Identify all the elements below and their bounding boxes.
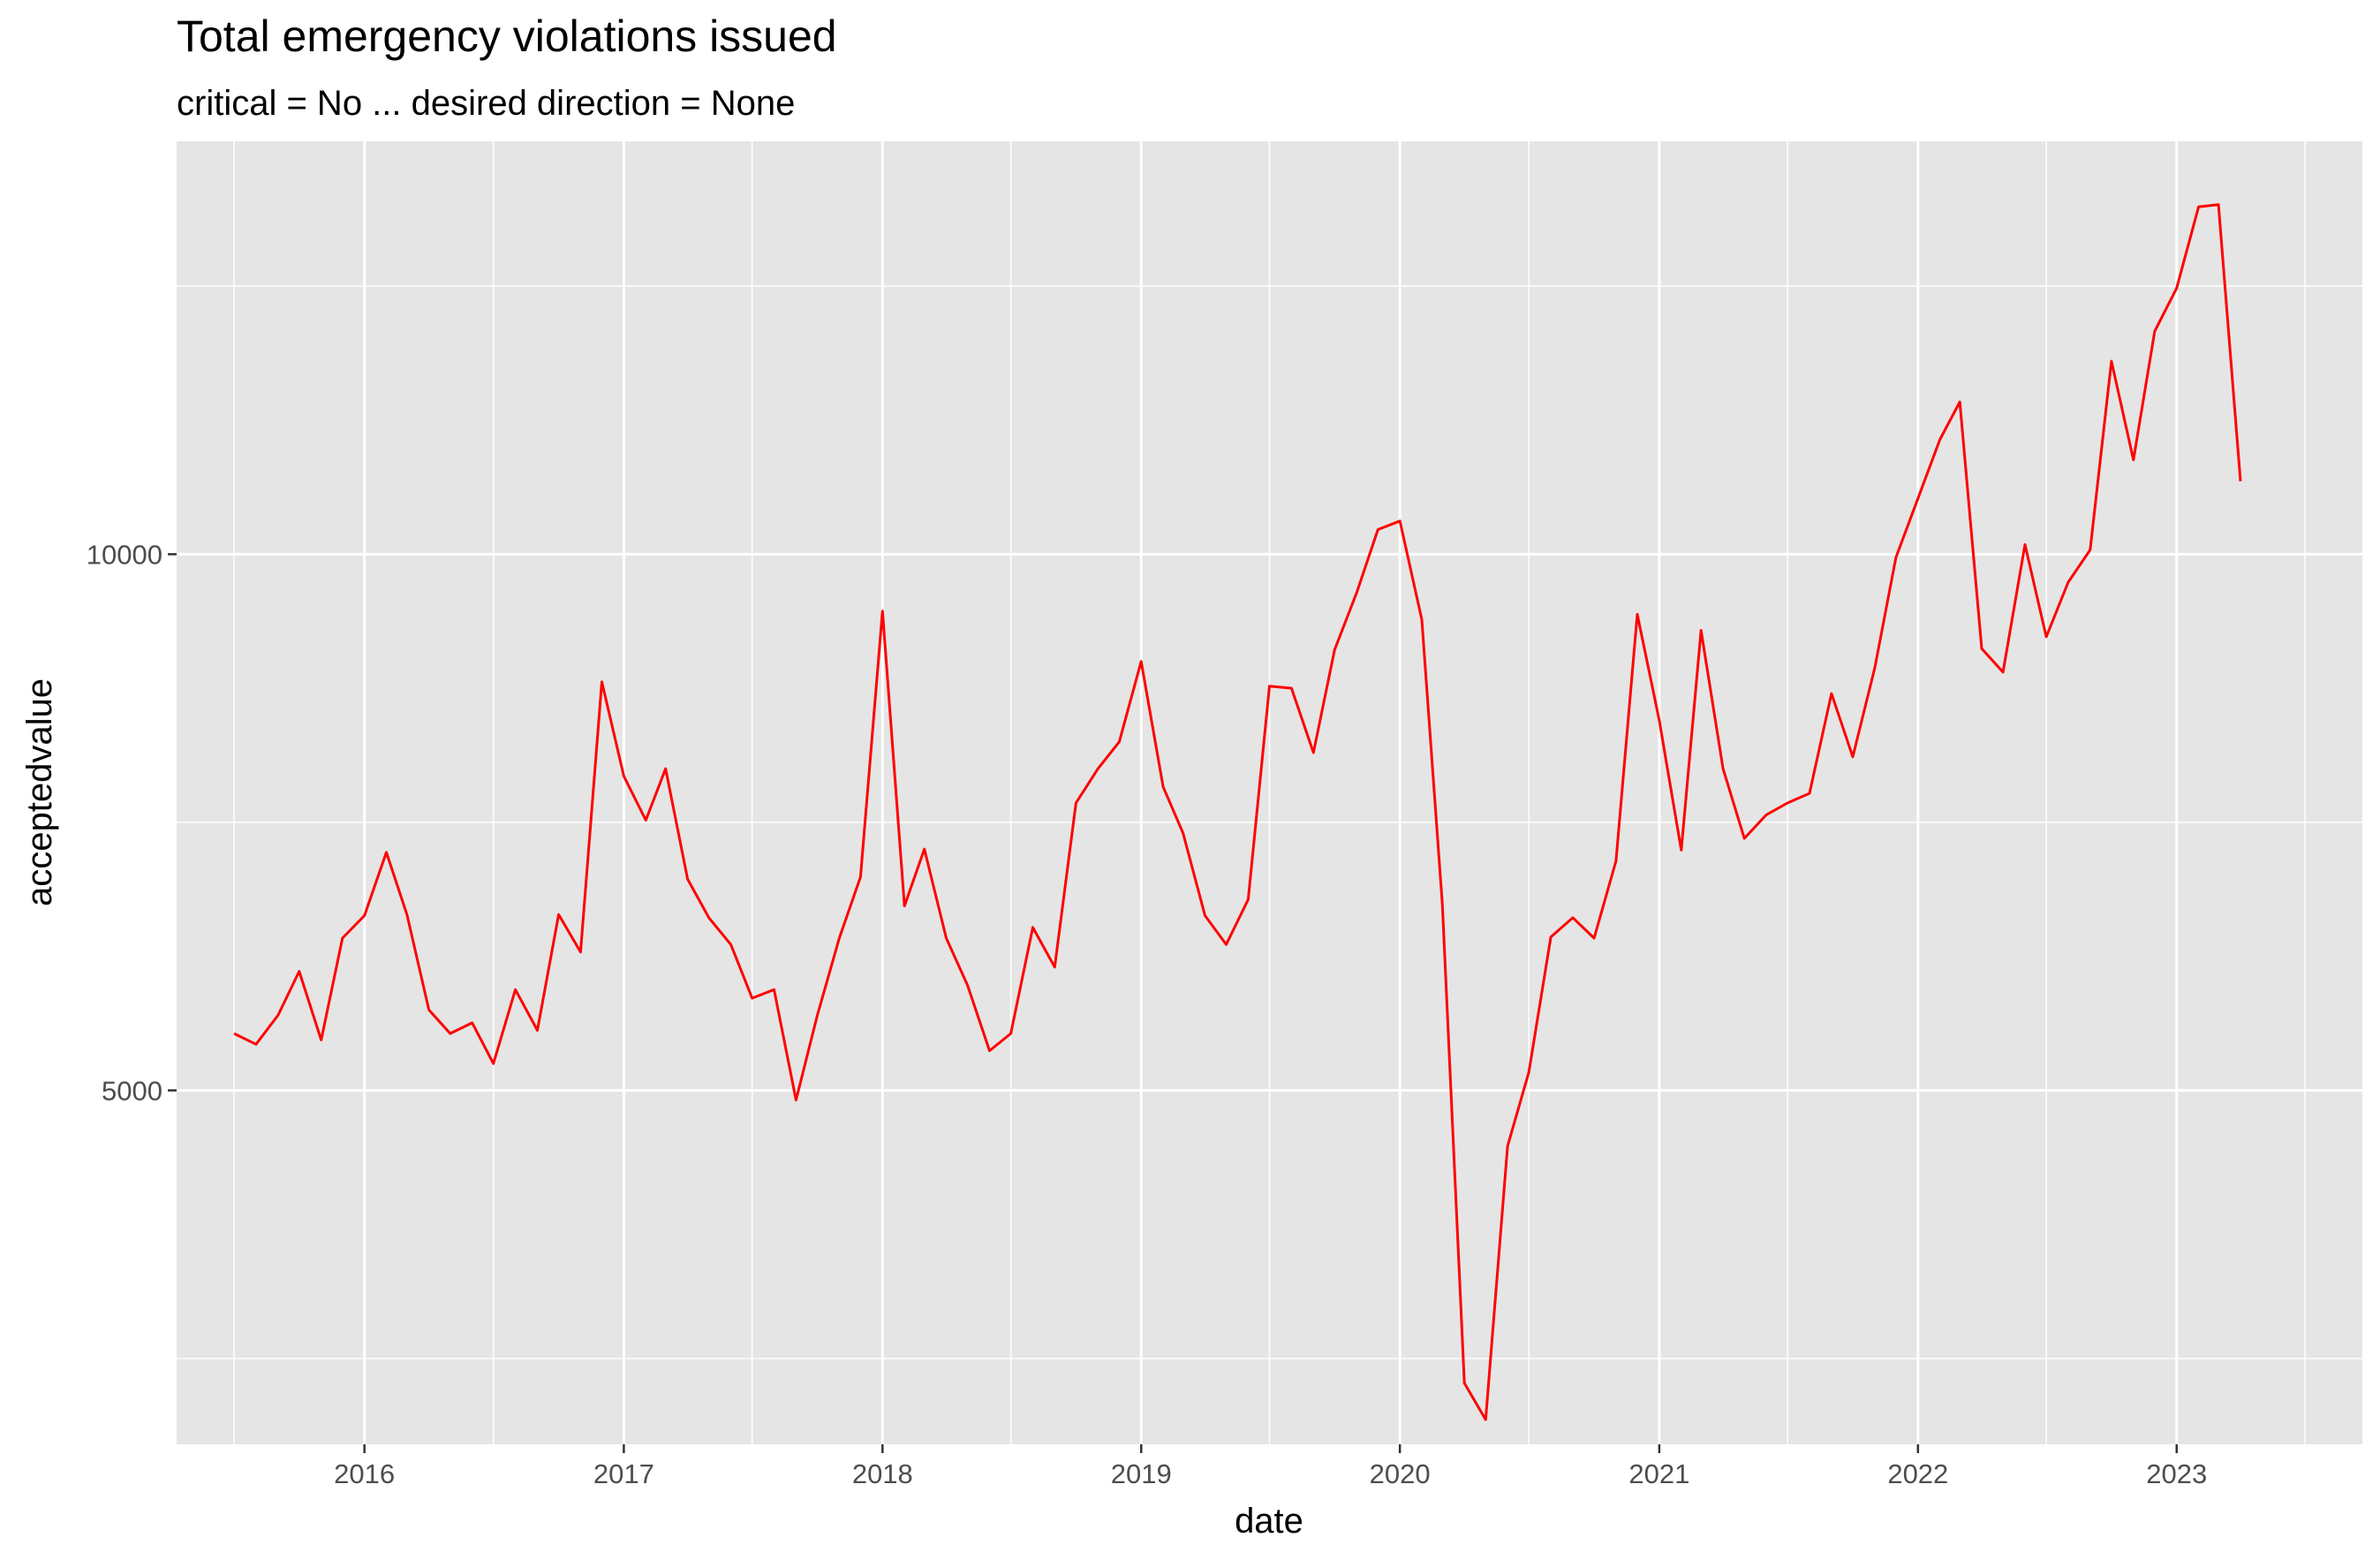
x-tick-label: 2016 — [334, 1458, 395, 1489]
x-tick-label: 2017 — [593, 1458, 654, 1489]
x-tick-label: 2021 — [1628, 1458, 1689, 1489]
y-axis: 5000 10000 — [87, 539, 177, 1106]
x-tick-label: 2020 — [1370, 1458, 1431, 1489]
series-layer — [233, 203, 2242, 1421]
minor-gridlines — [177, 141, 2362, 1444]
x-tick-label: 2022 — [1887, 1458, 1948, 1489]
y-axis-title: acceptedvalue — [20, 678, 59, 906]
x-axis-title: date — [1235, 1502, 1303, 1541]
chart-subtitle: critical = No ... desired direction = No… — [177, 84, 795, 123]
y-tick-label: 5000 — [102, 1075, 162, 1106]
chart-title: Total emergency violations issued — [177, 11, 837, 61]
x-axis: 2016 2017 2018 2019 2020 2021 2022 2023 — [334, 1444, 2207, 1489]
x-tick-label: 2023 — [2146, 1458, 2207, 1489]
x-tick-label: 2019 — [1111, 1458, 1172, 1489]
series-line — [233, 203, 2242, 1421]
y-tick-label: 10000 — [87, 539, 162, 570]
major-gridlines — [177, 141, 2362, 1444]
x-tick-label: 2018 — [852, 1458, 913, 1489]
